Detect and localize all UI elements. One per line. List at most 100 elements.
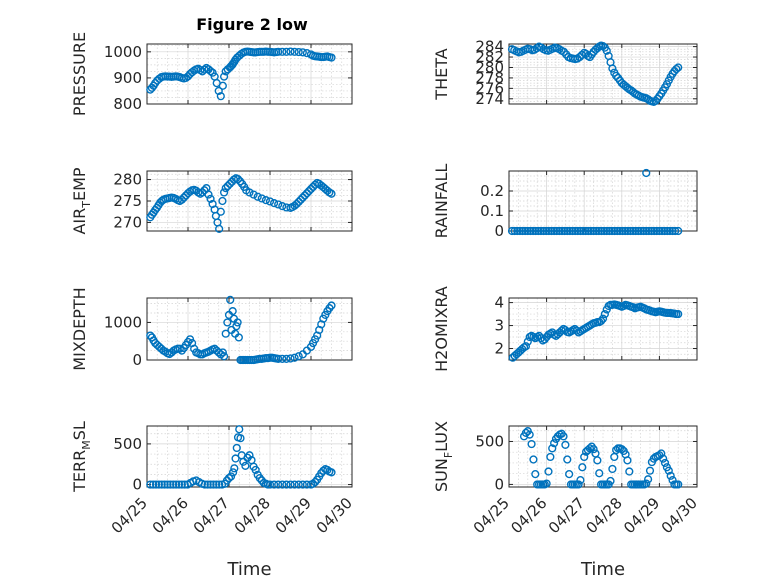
data-point bbox=[208, 68, 217, 77]
data-point bbox=[647, 226, 656, 236]
data-point bbox=[536, 226, 546, 236]
data-point bbox=[251, 465, 260, 475]
data-point bbox=[298, 48, 307, 57]
data-point bbox=[615, 226, 625, 236]
data-point bbox=[226, 472, 236, 481]
data-point bbox=[668, 226, 677, 236]
ylabel-suffix: SL bbox=[70, 421, 89, 440]
data-point bbox=[235, 425, 244, 434]
data-point bbox=[525, 430, 534, 439]
y-tick-label: 0 bbox=[494, 222, 504, 240]
data-point bbox=[236, 434, 245, 443]
data-point bbox=[671, 226, 680, 236]
data-point bbox=[660, 458, 670, 468]
data-point bbox=[666, 471, 675, 480]
data-point bbox=[571, 226, 580, 236]
y-tick-label: 278 bbox=[475, 69, 504, 87]
data-point bbox=[255, 473, 264, 483]
y-tick-label: 2 bbox=[494, 340, 504, 358]
data-point bbox=[183, 72, 193, 81]
data-point bbox=[644, 475, 653, 484]
figure-title: Figure 2 low bbox=[196, 15, 308, 34]
data-point bbox=[563, 226, 572, 236]
data-point bbox=[298, 480, 307, 489]
data-point bbox=[608, 464, 617, 474]
data-point bbox=[218, 348, 227, 357]
data-point bbox=[222, 476, 232, 485]
data-point bbox=[655, 226, 664, 236]
data-point bbox=[674, 63, 683, 72]
data-point bbox=[565, 470, 574, 479]
y-tick-label: 276 bbox=[475, 79, 504, 97]
data-point bbox=[634, 226, 643, 236]
data-point bbox=[600, 309, 609, 319]
data-point bbox=[568, 226, 577, 236]
data-point bbox=[274, 47, 283, 56]
data-point bbox=[230, 464, 239, 473]
data-point bbox=[166, 480, 175, 489]
rainfall-ylabel: RAINFALL bbox=[432, 164, 451, 239]
data-point bbox=[594, 226, 603, 236]
data-point bbox=[548, 444, 557, 453]
data-point bbox=[233, 318, 242, 327]
data-point bbox=[219, 188, 229, 197]
data-point bbox=[221, 329, 230, 338]
data-point bbox=[606, 476, 615, 486]
data-point bbox=[292, 199, 301, 209]
data-point bbox=[534, 226, 543, 236]
data-point bbox=[223, 318, 232, 327]
data-point bbox=[229, 468, 238, 477]
pressure-ylabel: PRESSURE bbox=[70, 32, 89, 116]
data-point bbox=[239, 457, 248, 466]
data-point bbox=[232, 322, 241, 331]
y-tick-label: 270 bbox=[113, 213, 142, 231]
data-point bbox=[265, 197, 275, 206]
ylabel-suffix: LUX bbox=[432, 421, 451, 452]
mixdepth-axes-box bbox=[146, 297, 353, 361]
data-point bbox=[278, 47, 287, 56]
data-point bbox=[544, 467, 553, 476]
data-point bbox=[555, 226, 564, 236]
data-point bbox=[644, 226, 653, 236]
data-point bbox=[221, 184, 230, 193]
data-point bbox=[544, 226, 553, 236]
data-point bbox=[219, 352, 229, 361]
data-point bbox=[286, 47, 295, 56]
data-point bbox=[206, 480, 215, 489]
ylabel-main: THETA bbox=[432, 48, 451, 100]
data-point bbox=[608, 64, 617, 73]
data-point bbox=[542, 226, 551, 236]
ylabel-main: SUN bbox=[432, 458, 451, 492]
data-point bbox=[625, 467, 634, 476]
data-point bbox=[241, 461, 250, 470]
y-tick-label: 3 bbox=[494, 317, 504, 335]
data-point bbox=[175, 344, 184, 353]
data-point bbox=[179, 193, 189, 202]
data-point bbox=[286, 354, 295, 363]
data-point bbox=[209, 480, 218, 489]
data-point bbox=[253, 192, 262, 201]
data-point bbox=[623, 226, 632, 236]
data-point bbox=[636, 226, 646, 236]
data-point bbox=[531, 470, 540, 479]
data-point bbox=[274, 480, 283, 489]
data-point bbox=[550, 226, 559, 236]
data-point bbox=[613, 226, 622, 236]
data-point bbox=[323, 465, 332, 475]
data-point bbox=[290, 353, 299, 362]
data-point bbox=[597, 226, 606, 236]
sun_flux-series bbox=[519, 427, 683, 489]
data-point bbox=[203, 480, 212, 489]
data-point bbox=[529, 455, 538, 464]
data-point bbox=[270, 480, 279, 489]
air_temp-ylabel: AIRTEMP bbox=[70, 167, 93, 234]
data-point bbox=[282, 480, 291, 489]
data-point bbox=[589, 226, 598, 236]
data-point bbox=[233, 175, 243, 184]
data-point bbox=[674, 226, 683, 236]
data-point bbox=[243, 453, 252, 462]
data-point bbox=[225, 179, 234, 188]
data-point bbox=[617, 445, 626, 454]
data-point bbox=[327, 189, 336, 198]
data-point bbox=[580, 452, 589, 462]
